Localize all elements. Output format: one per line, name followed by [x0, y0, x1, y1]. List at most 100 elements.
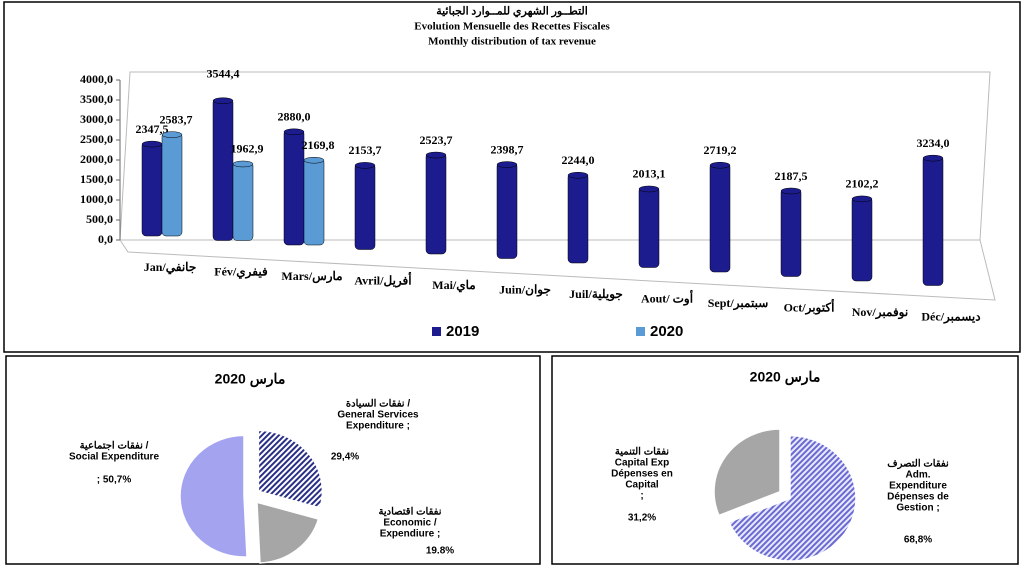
slice-label: Adm. — [906, 470, 931, 481]
slice-label: Expendiure ; — [380, 529, 441, 540]
chart-title: Evolution Mensuelle des Recettes Fiscale… — [414, 21, 610, 33]
y-tick-label: 4000,0 — [80, 72, 113, 86]
x-tick-label: Aout/ أوت — [641, 290, 693, 306]
slice-value: 29,4% — [331, 452, 359, 463]
bar-cap — [709, 161, 731, 169]
bar-cap — [425, 151, 447, 159]
y-tick-label: 500,0 — [86, 212, 113, 226]
bar-cap — [922, 154, 944, 162]
slice-label: نفقات السيادة / — [346, 399, 410, 410]
value-label: 2244,0 — [562, 153, 595, 167]
y-tick-label: 0,0 — [98, 232, 113, 246]
slice-label: نفقات التصرف — [887, 459, 949, 470]
x-tick-label: Mars/مارس — [281, 269, 342, 284]
slice-label: Expenditure ; — [346, 421, 410, 432]
bar — [638, 186, 660, 268]
bar — [709, 162, 731, 273]
pie-slice — [713, 428, 781, 517]
value-label: 2187,5 — [775, 169, 808, 183]
x-tick-label: Déc/ديسمبر — [921, 309, 980, 324]
y-tick-label: 3000,0 — [80, 112, 113, 126]
bar — [141, 141, 163, 237]
value-label: 2398,7 — [491, 142, 524, 156]
chart-title: Monthly distribution of tax revenue — [428, 36, 596, 48]
value-label: 1962,9 — [231, 142, 264, 156]
slice-label: ; — [640, 491, 643, 502]
bar-cap — [283, 128, 305, 136]
slice-value: 68,8% — [904, 535, 932, 546]
bar — [161, 132, 183, 237]
slice-label: Gestion ; — [896, 503, 939, 514]
value-label: 2153,7 — [349, 143, 382, 157]
value-label: 2347,5 — [136, 122, 169, 136]
pie-title: مارس 2020 — [750, 369, 821, 386]
bar — [354, 163, 376, 250]
bar-cap — [141, 140, 163, 148]
y-tick-label: 3500,0 — [80, 92, 113, 106]
legend-label: 2020 — [650, 323, 683, 340]
value-label: 2013,1 — [633, 167, 666, 181]
pie-slice — [179, 434, 248, 558]
bar-cap — [780, 187, 802, 195]
bar — [496, 162, 518, 259]
x-tick-label: Nov/نوفمبر — [852, 305, 908, 320]
slice-value: 31,2% — [628, 513, 656, 524]
chart-title: التطــور الشهري للمــوارد الجبائية — [436, 6, 588, 19]
bar-cap — [354, 162, 376, 169]
value-label: 2880,0 — [278, 110, 311, 124]
slice-value: 19.8% — [426, 546, 454, 557]
slice-value: ; 50,7% — [97, 475, 132, 486]
value-label: 2169,8 — [302, 138, 335, 152]
value-label: 2523,7 — [420, 133, 453, 147]
slice-label: نفقات اقتصادية — [378, 507, 441, 518]
pie-slice — [727, 434, 857, 562]
slice-label: Capital Exp — [615, 458, 669, 469]
value-label: 2719,2 — [704, 143, 737, 157]
x-tick-label: Juil/جويلية — [569, 287, 623, 302]
slice-label: Dépenses en — [611, 469, 673, 480]
bar-cap — [496, 161, 518, 168]
bar-cap — [232, 160, 254, 168]
legend-swatch — [432, 327, 441, 336]
bar — [851, 196, 873, 282]
slice-label: نفقات التنمية — [615, 447, 669, 458]
pie-slice — [256, 501, 320, 564]
bar-cap — [638, 185, 660, 193]
bar — [232, 161, 254, 241]
slice-label: General Services — [337, 410, 419, 421]
y-tick-label: 1500,0 — [80, 172, 113, 186]
x-tick-label: Jan/جانفي — [144, 260, 197, 275]
bar-cap — [212, 97, 234, 104]
legend-swatch — [636, 327, 645, 336]
x-tick-label: Mai/ماي — [432, 278, 475, 293]
bar — [212, 98, 234, 241]
slice-label: نفقات اجتماعية / — [80, 441, 149, 452]
slice-label: Expenditure — [889, 481, 947, 492]
bar — [567, 172, 589, 264]
bar — [303, 157, 325, 246]
legend-label: 2019 — [446, 323, 479, 340]
x-tick-label: Oct/أكتوبر — [784, 299, 835, 315]
right-panel — [551, 355, 1019, 565]
value-label: 3234,0 — [917, 136, 950, 150]
x-tick-label: Fév/فيفري — [214, 264, 268, 279]
value-label: 2102,2 — [846, 177, 879, 191]
y-tick-label: 1000,0 — [80, 192, 113, 206]
x-tick-label: Sept/سبتمبر — [708, 296, 769, 311]
x-tick-label: Avril/أفريل — [354, 272, 411, 288]
slice-label: Economic / — [383, 518, 437, 529]
y-tick-label: 2500,0 — [80, 132, 113, 146]
value-label: 2583,7 — [160, 112, 193, 126]
pie-slice — [257, 429, 324, 509]
pie-title: مارس 2020 — [215, 371, 286, 388]
slice-label: Social Expenditure — [69, 452, 159, 463]
floor — [119, 239, 996, 301]
slice-label: Capital — [625, 480, 659, 491]
bar — [922, 155, 944, 286]
value-label: 3544,4 — [207, 66, 240, 80]
bar — [425, 152, 447, 255]
x-tick-label: Juin/جوان — [499, 282, 551, 297]
bar-cap — [303, 156, 325, 164]
bar-cap — [161, 131, 183, 138]
